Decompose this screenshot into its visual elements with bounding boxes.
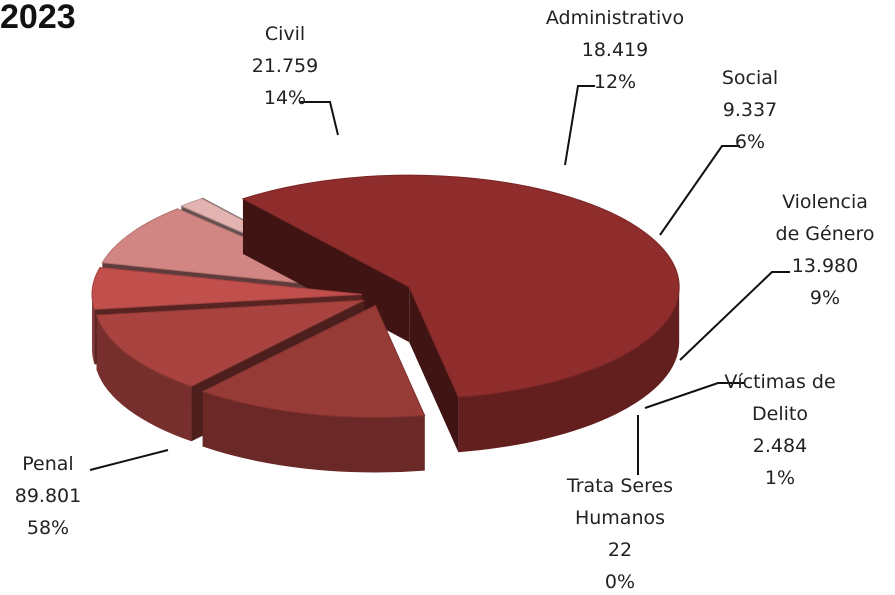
leaders xyxy=(89,85,790,475)
data-label: Social 9.337 6% xyxy=(690,62,810,158)
label-name: Administrativo xyxy=(545,7,685,29)
slice-side xyxy=(458,287,680,453)
leader-line xyxy=(89,449,169,471)
data-label: Víctimas de Delito 2.484 1% xyxy=(700,366,860,494)
label-name: Penal xyxy=(22,453,74,475)
label-value: 2.484 xyxy=(752,435,808,457)
label-name: Víctimas de Delito xyxy=(724,371,836,425)
label-value: 89.801 xyxy=(14,485,82,507)
data-label: Violencia de Género 13.980 9% xyxy=(755,186,895,314)
data-label: Penal 89.801 58% xyxy=(0,448,98,544)
slice-side xyxy=(202,391,425,473)
leader-line xyxy=(300,101,339,136)
leader-line xyxy=(659,145,740,236)
label-value: 21.759 xyxy=(251,55,319,77)
slice xyxy=(95,299,365,387)
leader-line xyxy=(679,271,790,361)
chart-title: 2023 xyxy=(0,0,76,36)
label-value: 22 xyxy=(607,539,633,561)
label-percent: 58% xyxy=(26,517,70,539)
label-percent: 12% xyxy=(593,71,637,93)
label-percent: 1% xyxy=(764,467,796,489)
slices xyxy=(91,174,680,473)
slice-side xyxy=(92,294,95,365)
label-name: Violencia de Género xyxy=(775,191,875,245)
data-label: Civil 21.759 14% xyxy=(225,18,345,114)
slice xyxy=(91,266,363,310)
slice-wall xyxy=(242,198,410,343)
label-percent: 6% xyxy=(734,131,766,153)
slice xyxy=(201,304,426,418)
label-name: Trata Seres Humanos xyxy=(566,475,674,529)
label-percent: 9% xyxy=(809,287,841,309)
slice-wall xyxy=(409,287,459,453)
label-value: 13.980 xyxy=(791,255,859,277)
data-label: Administrativo 18.419 12% xyxy=(520,2,710,98)
leader-line xyxy=(564,85,595,166)
slice xyxy=(241,174,680,398)
label-value: 9.337 xyxy=(722,99,778,121)
leader-line xyxy=(644,382,745,409)
label-name: Social xyxy=(721,67,779,89)
label-percent: 0% xyxy=(604,571,636,593)
label-percent: 14% xyxy=(263,87,307,109)
label-name: Civil xyxy=(264,23,306,45)
label-value: 18.419 xyxy=(581,39,649,61)
data-label: Trata Seres Humanos 22 0% xyxy=(545,470,695,595)
slice-side xyxy=(96,315,192,442)
